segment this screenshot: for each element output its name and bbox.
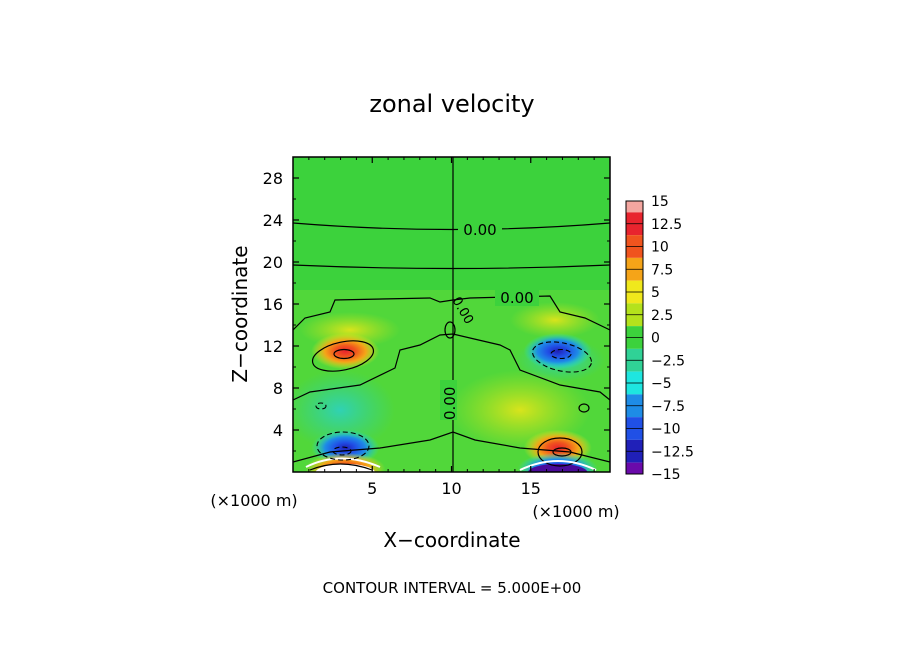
colorbar-label: −12.5 (651, 444, 694, 460)
jet-core-2 (523, 333, 592, 370)
y-tick-label: 20 (263, 253, 283, 272)
colorbar-label: 15 (651, 194, 669, 210)
y-tick-label: 8 (273, 379, 283, 398)
jet-core-1 (311, 333, 380, 370)
colorbar-label: 12.5 (651, 217, 682, 233)
weak-negative-region (293, 370, 395, 450)
y-axis: 4 8 12 16 20 24 28 (263, 169, 610, 452)
colorbar-label: −5 (651, 376, 672, 392)
jet-core-extreme (527, 463, 588, 472)
x-unit-label-left: (×1000 m) (210, 491, 297, 510)
contour-label: 0.00 (441, 387, 459, 420)
contour-lines (293, 157, 610, 472)
y-tick-label: 28 (263, 169, 283, 188)
x-unit-label-right: (×1000 m) (532, 502, 619, 521)
y-axis-label: Z−coordinate (228, 245, 252, 382)
weak-positive-region (510, 302, 600, 338)
colorbar-label: −7.5 (651, 399, 685, 415)
x-tick-label: 5 (367, 479, 377, 498)
colorbar: 15 12.5 10 7.5 5 2.5 0 −2.5 −5 −7.5 −10 −12.5 −15 (625, 194, 694, 483)
y-tick-label: 16 (263, 295, 283, 314)
colorbar-label: 5 (651, 285, 660, 301)
colorbar-label: −2.5 (651, 353, 685, 369)
colorbar-label: 2.5 (651, 308, 673, 324)
contour-interval-note: CONTOUR INTERVAL = 5.000E+00 (323, 579, 582, 597)
x-tick-label: 10 (441, 479, 461, 498)
x-tick-label: 15 (521, 479, 541, 498)
colorbar-label: 7.5 (651, 262, 673, 278)
plot-area: 0.00 0.00 0.00 0.00 (293, 157, 610, 472)
contour-label: 0.00 (500, 289, 533, 307)
y-tick-label: 4 (273, 421, 283, 440)
colorbar-label: 0 (651, 331, 660, 347)
colorbar-label: −10 (651, 422, 681, 438)
x-axis: 5 10 15 (308, 157, 595, 498)
negative-contours (315, 341, 597, 471)
contour-label: 0.00 (463, 221, 496, 239)
y-tick-label: 24 (263, 211, 283, 230)
contour-label-backgrounds (440, 220, 539, 420)
x-axis-label: X−coordinate (383, 528, 520, 552)
colorbar-label: −15 (651, 467, 681, 483)
colorbar-band (626, 201, 643, 213)
y-tick-label: 12 (263, 337, 283, 356)
colorbar-band (626, 462, 643, 474)
chart-title: zonal velocity (369, 90, 534, 118)
colorbar-label: 10 (651, 240, 669, 256)
